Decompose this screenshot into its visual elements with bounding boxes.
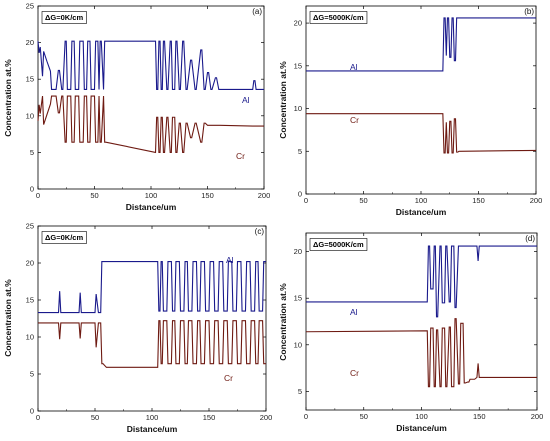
y-tick-label: 20 (294, 19, 302, 28)
plot-frame (305, 5, 537, 195)
y-tick-label: 25 (26, 222, 34, 231)
x-tick-label: 0 (304, 412, 308, 421)
chart-panel-b: 0 50 100 150 200 0 5 10 15 20 Al Cr ΔG=5000K/cm (b) Di… (278, 5, 543, 217)
delta-g-box (41, 231, 87, 244)
series-label-cr: Cr (236, 151, 245, 161)
x-tick-label: 50 (360, 412, 368, 421)
x-tick-label: 100 (145, 191, 158, 200)
chart-panel-d: 0 50 100 150 200 5 10 15 20 Al Cr ΔG=5000K/cm (d) Dis… (278, 232, 544, 433)
series-line-cr (305, 318, 537, 388)
x-tick-label: 150 (473, 412, 486, 421)
series-label-cr: Cr (350, 368, 359, 378)
x-tick-label: 150 (203, 413, 216, 422)
y-tick-label: 20 (26, 259, 34, 268)
y-tick-label: 5 (30, 148, 34, 157)
x-axis-title: Distance/um (126, 202, 177, 212)
x-tick-label: 0 (36, 413, 40, 422)
chart-panel-a: 0 50 100 150 200 0 5 10 15 20 25 Al Cr ΔG=0K/cm (a) Dis… (3, 2, 270, 213)
y-tick-label: 0 (298, 190, 302, 199)
y-tick-label: 5 (298, 147, 302, 156)
series-line-al (306, 245, 537, 318)
delta-g-label: ΔG=0K/cm (45, 13, 83, 22)
panel-label: (d) (525, 234, 535, 243)
y-tick-label: 10 (294, 104, 302, 113)
series-line-al (306, 17, 536, 72)
y-tick-label: 15 (294, 294, 302, 303)
x-tick-label: 200 (531, 412, 544, 421)
y-tick-label: 5 (30, 370, 34, 379)
delta-g-label: ΔG=5000K/cm (313, 13, 364, 22)
panel-label: (b) (524, 7, 534, 16)
series-label-al: Al (350, 62, 358, 72)
delta-g-box (309, 11, 368, 24)
y-axis-title: Concentration at.% (3, 279, 13, 357)
panel-label: (c) (255, 227, 265, 236)
x-tick-label: 50 (359, 196, 367, 205)
series-label-cr: Cr (350, 115, 359, 125)
series-line-cr (306, 113, 537, 154)
x-tick-label: 100 (415, 196, 428, 205)
y-tick-label: 20 (294, 247, 302, 256)
x-tick-label: 50 (91, 413, 99, 422)
x-axis-title: Distance/um (127, 424, 178, 434)
y-axis-title: Concentration at.% (278, 61, 288, 139)
x-axis-title: Distance/um (396, 207, 447, 217)
x-tick-label: 150 (472, 196, 485, 205)
series-label-al: Al (242, 95, 250, 105)
y-tick-label: 15 (26, 296, 34, 305)
series-line-al (37, 40, 264, 90)
delta-g-box (41, 11, 87, 24)
y-tick-label: 0 (30, 407, 34, 416)
x-tick-label: 200 (530, 196, 543, 205)
y-tick-label: 10 (26, 111, 34, 120)
series-line-cr (37, 95, 264, 154)
x-tick-label: 50 (90, 191, 98, 200)
y-tick-label: 15 (294, 61, 302, 70)
x-tick-label: 150 (201, 191, 214, 200)
delta-g-label: ΔG=0K/cm (45, 233, 83, 242)
y-tick-label: 20 (26, 38, 34, 47)
x-tick-label: 0 (36, 191, 40, 200)
y-tick-label: 0 (30, 185, 34, 194)
y-axis-title: Concentration at.% (278, 283, 288, 361)
y-tick-label: 5 (298, 387, 302, 396)
series-line-al (38, 260, 266, 314)
x-tick-label: 100 (415, 412, 428, 421)
chart-panel-c: 0 50 100 150 200 0 5 10 15 20 25 Al Cr ΔG=0K/cm (c) Dis… (3, 222, 272, 435)
x-axis-title: Distance/um (396, 423, 447, 433)
series-label-al: Al (226, 255, 234, 265)
delta-g-label: ΔG=5000K/cm (313, 240, 364, 249)
plot-frame (37, 5, 265, 190)
y-tick-label: 25 (26, 2, 34, 11)
panel-label: (a) (252, 7, 262, 16)
plot-frame (37, 225, 267, 412)
delta-g-box (309, 238, 368, 251)
y-tick-label: 10 (294, 340, 302, 349)
y-tick-label: 10 (26, 333, 34, 342)
series-line-cr (38, 320, 266, 368)
y-tick-label: 15 (26, 75, 34, 84)
x-tick-label: 200 (258, 191, 271, 200)
x-tick-label: 100 (146, 413, 159, 422)
series-label-cr: Cr (224, 373, 233, 383)
x-tick-label: 0 (304, 196, 308, 205)
plot-frame (305, 232, 538, 411)
y-axis-title: Concentration at.% (3, 59, 13, 137)
series-label-al: Al (350, 307, 358, 317)
x-tick-label: 200 (260, 413, 273, 422)
